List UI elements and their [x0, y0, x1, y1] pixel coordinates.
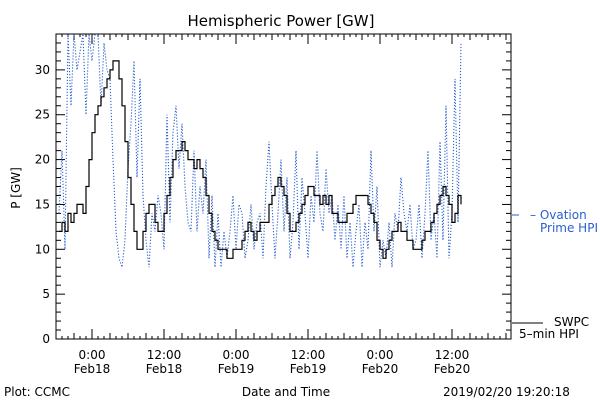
ovation-series-label-line1: – Ovation [530, 208, 587, 222]
ovation-series-label-line2: Prime HPI [540, 221, 598, 235]
x-tick-date-label: Feb19 [218, 362, 255, 376]
y-tick-label: 0 [42, 332, 50, 346]
y-axis-label: P [GW] [9, 167, 23, 209]
swpc-series-label-line2: 5–min HPI [519, 327, 579, 341]
x-tick-date-label: Feb18 [146, 362, 183, 376]
y-tick-label: 20 [35, 153, 50, 167]
x-tick-date-label: Feb18 [74, 362, 111, 376]
x-tick-time-label: 0:00 [223, 348, 250, 362]
x-tick-date-label: Feb20 [362, 362, 399, 376]
series-labels: – Ovation Prime HPI SWPC 5–min HPI [512, 208, 598, 341]
x-tick-time-label: 12:00 [291, 348, 326, 362]
x-tick-time-label: 0:00 [79, 348, 106, 362]
series-layer [58, 34, 462, 268]
x-axis-ticks: 0:00Feb1812:00Feb180:00Feb1912:00Feb190:… [55, 34, 507, 376]
x-tick-date-label: Feb20 [434, 362, 471, 376]
y-tick-label: 25 [35, 108, 50, 122]
y-tick-label: 30 [35, 63, 50, 77]
x-axis-label: Date and Time [242, 385, 330, 399]
x-tick-time-label: 12:00 [435, 348, 470, 362]
x-tick-time-label: 12:00 [147, 348, 182, 362]
y-axis-ticks: 0 5 10 15 20 25 30 [35, 42, 511, 346]
ovation-prime-hpi-series-line [58, 34, 462, 268]
chart-title: Hemispheric Power [GW] [188, 12, 375, 30]
y-tick-label: 5 [42, 287, 50, 301]
footer-timestamp: 2019/02/20 19:20:18 [443, 385, 570, 399]
x-tick-date-label: Feb19 [290, 362, 327, 376]
y-tick-label: 15 [35, 197, 50, 211]
swpc-hpi-series-line [59, 60, 462, 259]
footer-credit: Plot: CCMC [4, 385, 70, 399]
y-tick-label: 10 [35, 242, 50, 256]
x-tick-time-label: 0:00 [367, 348, 394, 362]
swpc-series-label-line1: SWPC [554, 315, 589, 329]
